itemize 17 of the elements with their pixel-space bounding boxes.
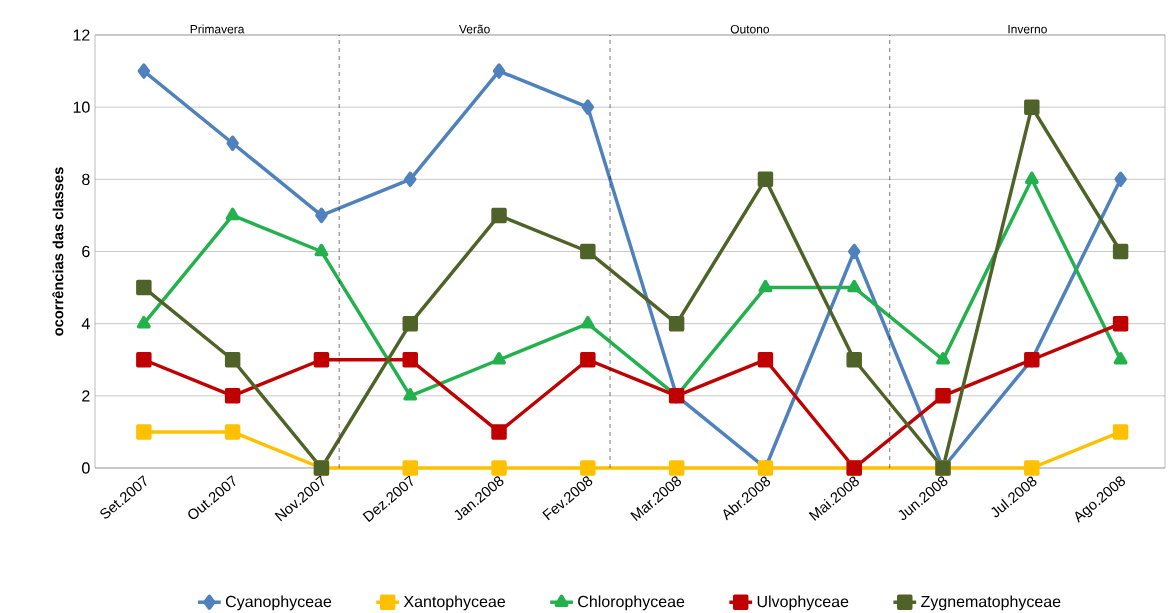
y-tick-label: 2 [82,390,90,402]
y-tick-label: 10 [73,101,90,113]
legend-label: Chlorophyceae [578,595,685,611]
legend-label: Cyanophyceae [225,595,332,611]
y-tick-label: 12 [73,29,90,41]
y-tick-label: 6 [82,245,90,258]
legend-label: Ulvophyceae [757,595,849,611]
text: Primavera [190,24,245,34]
legend-label: Xantophyceae [403,595,506,611]
y-axis-title: ocorrências das classes [52,167,64,336]
text: Outono [730,24,770,34]
y-tick-label: 8 [82,173,90,185]
y-tick-label: 0 [82,462,90,474]
text: Inverno [1008,25,1047,34]
text: Verão [459,24,490,34]
legend-label: Zygnematophyceae [921,595,1061,611]
y-tick-label: 4 [81,318,90,330]
